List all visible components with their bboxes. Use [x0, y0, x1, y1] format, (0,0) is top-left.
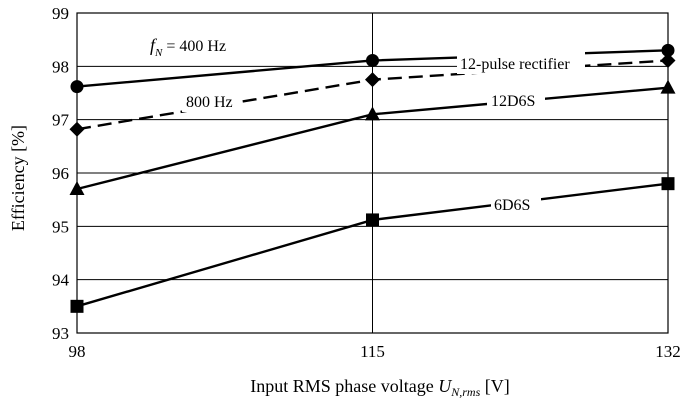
marker-triangle-point	[365, 106, 380, 121]
marker-circle-point	[70, 80, 84, 94]
x-tick-labels: 98 115 132	[69, 342, 681, 361]
y-tick-label: 95	[52, 217, 69, 236]
marker-circle-point	[661, 43, 675, 57]
fn-subscript: N	[154, 47, 163, 59]
x-tick-label: 132	[655, 342, 681, 361]
marker-square-point	[366, 213, 379, 227]
annotation-12d6s: 12D6S	[487, 89, 545, 111]
x-tick-label: 115	[360, 342, 385, 361]
y-tick-label: 93	[52, 324, 69, 343]
y-tick-label: 98	[52, 57, 69, 76]
x-tick-label: 98	[69, 342, 86, 361]
marker-circle-point	[366, 53, 379, 67]
annotation-12-pulse-rectifier: 12-pulse rectifier	[457, 52, 585, 74]
y-tick-label: 97	[52, 111, 70, 130]
marker-diamond-point	[365, 72, 380, 88]
y-tick-label: 96	[52, 164, 69, 183]
fn-equals-400hz: = 400 Hz	[162, 38, 226, 55]
label-12-pulse-rectifier: 12-pulse rectifier	[460, 56, 570, 73]
svg-text:fN = 400 Hz: fN = 400 Hz	[150, 35, 226, 59]
marker-square-point	[661, 177, 675, 191]
marker-diamond-point	[69, 121, 85, 137]
plot-frame	[76, 12, 669, 334]
annotation-800hz: 800 Hz	[182, 90, 240, 112]
y-tick-labels: 93 94 95 96 97 98 99	[52, 4, 70, 343]
x-axis-title: Input RMS phase voltage UN,rms [V]	[250, 376, 510, 399]
y-axis-title: Efficiency [%]	[8, 125, 28, 231]
series-markers	[69, 43, 676, 313]
marker-square-point	[70, 299, 84, 313]
fn-symbol: f	[150, 35, 158, 55]
marker-triangle-point	[660, 79, 676, 94]
annotation-fn-400hz: fN = 400 Hz	[147, 34, 241, 59]
y-tick-label: 94	[52, 271, 70, 290]
label-800hz: 800 Hz	[186, 94, 233, 111]
annotation-6d6s: 6D6S	[491, 193, 541, 215]
label-6d6s: 6D6S	[494, 197, 530, 214]
label-12d6s: 12D6S	[491, 93, 535, 110]
y-tick-label: 99	[52, 4, 69, 23]
marker-triangle-point	[69, 181, 85, 195]
marker-diamond-point	[660, 52, 676, 68]
